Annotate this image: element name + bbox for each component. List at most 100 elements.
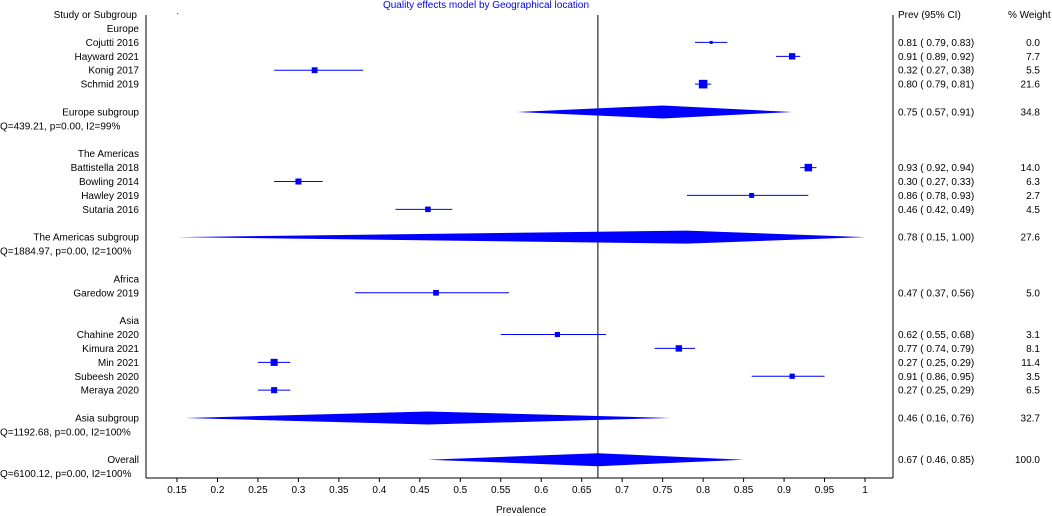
study-label: Kimura 2021 xyxy=(82,344,139,355)
ci-value: 0.30 ( 0.27, 0.33) xyxy=(898,177,974,188)
pooled-diamond xyxy=(427,453,744,467)
point-estimate xyxy=(425,206,431,213)
weight-value: 5.0 xyxy=(1026,288,1040,299)
x-tick-label: 0.85 xyxy=(734,485,754,496)
weight-value: 14.0 xyxy=(1021,163,1041,174)
plot-frame xyxy=(145,13,894,479)
x-tick-label: 0.5 xyxy=(453,485,467,496)
ci-value: 0.91 ( 0.86, 0.95) xyxy=(898,372,974,383)
ci-value: 0.75 ( 0.57, 0.91) xyxy=(898,107,974,118)
point-estimate xyxy=(709,40,713,44)
weight-value: 27.6 xyxy=(1021,233,1041,244)
heterogeneity-stats: Q=6100.12, p=0.00, I2=100% xyxy=(0,469,132,480)
x-tick-label: 0.8 xyxy=(696,485,710,496)
weight-value: 6.5 xyxy=(1026,386,1040,397)
ci-value: 0.80 ( 0.79, 0.81) xyxy=(898,80,974,91)
weight-value: 7.7 xyxy=(1026,52,1040,63)
ci-value: 0.93 ( 0.92, 0.94) xyxy=(898,163,974,174)
study-label: Hayward 2021 xyxy=(75,52,140,63)
study-label: Cojutti 2016 xyxy=(86,38,140,49)
x-tick-label: 0.9 xyxy=(777,485,791,496)
corner-dot xyxy=(177,13,179,15)
group-header: Africa xyxy=(113,274,139,285)
pooled-diamond xyxy=(185,411,671,425)
ci-value: 0.46 ( 0.16, 0.76) xyxy=(898,413,974,424)
study-label: Garedow 2019 xyxy=(73,288,139,299)
group-header: Europe xyxy=(107,24,140,35)
ci-value: 0.91 ( 0.89, 0.92) xyxy=(898,52,974,63)
subgroup-label: The Americas subgroup xyxy=(33,233,139,244)
weight-value: 4.5 xyxy=(1026,205,1040,216)
x-tick-label: 0.15 xyxy=(167,485,187,496)
subgroup-label: Europe subgroup xyxy=(62,107,139,118)
weight-value: 21.6 xyxy=(1021,80,1041,91)
weight-value: 3.5 xyxy=(1026,372,1040,383)
ci-value: 0.81 ( 0.79, 0.83) xyxy=(898,38,974,49)
point-estimate xyxy=(433,289,439,296)
x-tick-label: 0.2 xyxy=(211,485,225,496)
heterogeneity-stats: Q=1192.68, p=0.00, I2=100% xyxy=(0,427,131,438)
col-header-study: Study or Subgroup xyxy=(54,10,138,21)
x-tick-label: 0.4 xyxy=(372,485,386,496)
study-label: Sutaria 2016 xyxy=(82,205,139,216)
point-estimate xyxy=(788,53,796,60)
x-tick-label: 1 xyxy=(862,485,868,496)
x-tick-label: 0.65 xyxy=(572,485,592,496)
study-label: Schmid 2019 xyxy=(81,80,140,91)
weight-value: 34.8 xyxy=(1021,107,1041,118)
heterogeneity-stats: Q=1884.97, p=0.00, I2=100% xyxy=(0,247,132,258)
subgroup-label: Asia subgroup xyxy=(75,413,139,424)
x-axis-label: Prevalence xyxy=(496,505,546,516)
subgroup-label: Overall xyxy=(107,455,139,466)
weight-value: 2.7 xyxy=(1026,191,1040,202)
heterogeneity-stats: Q=439.21, p=0.00, I2=99% xyxy=(0,121,120,132)
pooled-diamond xyxy=(516,105,793,119)
group-header: Asia xyxy=(120,316,140,327)
ci-value: 0.67 ( 0.46, 0.85) xyxy=(898,455,974,466)
ci-value: 0.78 ( 0.15, 1.00) xyxy=(898,233,974,244)
x-tick-label: 0.75 xyxy=(653,485,673,496)
ci-value: 0.86 ( 0.78, 0.93) xyxy=(898,191,974,202)
x-tick-label: 0.6 xyxy=(534,485,548,496)
x-tick-label: 0.95 xyxy=(815,485,835,496)
study-label: Hawley 2019 xyxy=(81,191,139,202)
study-label: Bowling 2014 xyxy=(79,177,139,188)
study-label: Battistella 2018 xyxy=(71,163,140,174)
x-tick-label: 0.7 xyxy=(615,485,629,496)
x-tick-label: 0.25 xyxy=(248,485,268,496)
weight-value: 8.1 xyxy=(1026,344,1040,355)
ci-value: 0.27 ( 0.25, 0.29) xyxy=(898,386,974,397)
study-label: Min 2021 xyxy=(98,358,140,369)
study-label: Konig 2017 xyxy=(88,66,139,77)
ci-value: 0.77 ( 0.74, 0.79) xyxy=(898,344,974,355)
x-tick-label: 0.45 xyxy=(410,485,430,496)
x-tick-label: 0.35 xyxy=(329,485,349,496)
point-estimate xyxy=(270,358,278,366)
pooled-diamond xyxy=(177,230,865,244)
study-label: Subeesh 2020 xyxy=(74,372,139,383)
point-estimate xyxy=(295,178,302,185)
point-estimate xyxy=(311,67,318,74)
study-label: Chahine 2020 xyxy=(77,330,140,341)
forest-rows: Europe Cojutti 2016 0.81 ( 0.79, 0.83) 0.0 H… xyxy=(0,24,1040,480)
weight-value: 0.0 xyxy=(1026,38,1040,49)
group-header: The Americas xyxy=(78,149,139,160)
point-estimate xyxy=(698,79,708,89)
point-estimate xyxy=(271,387,278,394)
point-estimate xyxy=(749,192,755,198)
x-axis: 0.15 0.2 0.25 0.3 0.35 0.4 0.45 0.5 0.55 0.6 0.65 0… xyxy=(167,478,868,496)
ci-value: 0.46 ( 0.42, 0.49) xyxy=(898,205,974,216)
ci-value: 0.27 ( 0.25, 0.29) xyxy=(898,358,974,369)
col-header-ci: Prev (95% CI) xyxy=(898,10,961,21)
weight-value: 3.1 xyxy=(1026,330,1040,341)
col-header-weight: % Weight xyxy=(1008,10,1051,21)
point-estimate xyxy=(804,163,813,172)
x-tick-label: 0.55 xyxy=(491,485,511,496)
ci-value: 0.47 ( 0.37, 0.56) xyxy=(898,288,974,299)
weight-value: 100.0 xyxy=(1015,455,1040,466)
chart-title: Quality effects model by Geographical lo… xyxy=(383,0,589,11)
point-estimate xyxy=(789,373,795,379)
weight-value: 5.5 xyxy=(1026,66,1040,77)
point-estimate xyxy=(675,345,683,352)
